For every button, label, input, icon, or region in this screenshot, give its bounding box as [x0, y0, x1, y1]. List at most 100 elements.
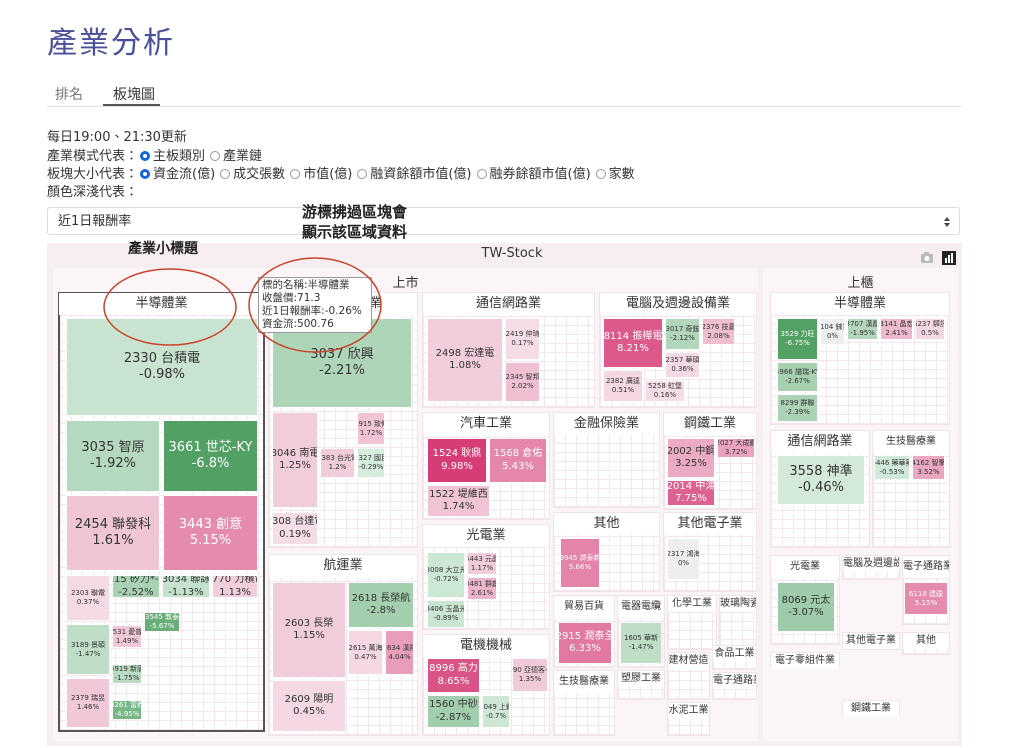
plotly-icon[interactable]	[942, 251, 956, 265]
stock-tile[interactable]: 3035 智原 -1.92%	[66, 420, 160, 492]
stock-tile[interactable]: 6531 愛普*1.49%	[112, 625, 142, 648]
stock-tile[interactable]: 2618 長榮航 -2.8%	[348, 582, 414, 628]
stock-return: 2.61%	[470, 588, 494, 597]
stock-tile[interactable]: 3141 晶宏 2.41%	[880, 318, 913, 340]
radio-button[interactable]	[595, 169, 606, 179]
stock-tile[interactable]: 8046 南電 1.25%	[272, 412, 318, 508]
stock-name: 8299 群聯	[780, 399, 815, 408]
color-select[interactable]: 近1日報酬率	[47, 207, 960, 235]
stock-tile[interactable]: 3034 聯詠 -1.13%	[162, 575, 210, 598]
stock-tile[interactable]: 2357 華碩 0.36%	[665, 352, 700, 378]
stock-tile[interactable]: 2603 長榮 1.15%	[272, 582, 346, 678]
stock-tile[interactable]: 2609 陽明 0.45%	[272, 680, 346, 732]
stock-tile[interactable]: 4915 致伸1.72%	[357, 412, 385, 445]
stock-tile[interactable]: 9945 潤泰新 5.66%	[560, 538, 600, 588]
radio-button[interactable]	[476, 169, 487, 179]
stock-tile[interactable]: 2379 瑞昱 1.46%	[66, 678, 110, 728]
stock-tile[interactable]: 3406 玉晶光 -0.89%	[427, 600, 465, 628]
stock-tile[interactable]: 2915 潤泰全 6.33%	[558, 622, 612, 664]
stock-tile[interactable]: 2634 漢翔4.04%	[385, 630, 414, 675]
stock-name: 6531 愛普*	[112, 627, 142, 636]
stock-tile[interactable]: 1522 堤維西 1.74%	[427, 485, 490, 517]
stock-tile[interactable]: 6770 力積電1.13%	[212, 575, 258, 598]
stock-tile[interactable]: 1568 倉佑 5.43%	[489, 438, 547, 483]
radio-button[interactable]	[140, 151, 151, 161]
stock-name: 1590 亞德客-KY	[512, 666, 548, 675]
stock-tile[interactable]: 3558 神準 -0.46%	[777, 455, 865, 505]
radio-button[interactable]	[210, 151, 221, 161]
stock-tile[interactable]: 2303 聯電 0.37%	[66, 575, 110, 621]
radio-label[interactable]: 融資餘額市值(億)	[370, 167, 472, 182]
radio-label[interactable]: 主板類別	[153, 149, 206, 164]
stock-tile[interactable]: 4162 智擎 3.52%	[912, 455, 945, 480]
stock-tile[interactable]: 2376 技嘉 2.08%	[702, 318, 735, 345]
stock-tile[interactable]: 3443 創意 5.15%	[163, 495, 258, 571]
stock-tile[interactable]: 8114 振樺電 8.21%	[603, 318, 663, 368]
radio-label[interactable]: 產業鏈	[223, 149, 263, 164]
stock-tile[interactable]: 2454 聯發科 1.61%	[66, 495, 160, 571]
tooltip-line: 近1日報酬率:-0.26%	[262, 305, 362, 317]
stock-tile[interactable]: 6118 建達 5.15%	[904, 582, 948, 615]
radio-label[interactable]: 融券餘額市值(億)	[489, 167, 591, 182]
stock-tile[interactable]: 2330 台積電 -0.98%	[66, 318, 258, 416]
stock-tile[interactable]: 2002 中鋼 3.25%	[667, 438, 715, 478]
tab[interactable]: 排名	[55, 87, 83, 103]
stock-tile[interactable]: 2308 台達電0.19%	[272, 512, 318, 545]
radio-button[interactable]	[357, 169, 368, 179]
radio-label[interactable]: 資金流(億)	[153, 167, 216, 182]
stock-tile[interactable]: 3017 奇鋐 -2.12%	[665, 318, 700, 350]
stock-tile[interactable]: 2014 中鴻 7.75%	[667, 480, 715, 506]
radio-button[interactable]	[290, 169, 301, 179]
stock-tile[interactable]: 3008 大立光 -0.72%	[427, 552, 465, 598]
camera-icon[interactable]	[921, 252, 933, 263]
stock-tile[interactable]: 8069 元太 -3.07%	[777, 582, 835, 632]
radio-label[interactable]: 成交張數	[233, 167, 286, 182]
stock-name: 5258 虹堡	[647, 382, 683, 391]
stock-tile[interactable]: 3189 景碩 -1.47%	[66, 624, 110, 675]
stock-tile[interactable]: 8104 錸寶0%	[820, 318, 845, 345]
stock-tile[interactable]: 6415 矽力*-KY-2.52%	[112, 575, 160, 598]
stock-tile[interactable]: 1605 華新 -1.47%	[620, 622, 662, 664]
stock-name: 2379 瑞昱	[70, 694, 106, 703]
tab[interactable]: 板塊圖	[113, 87, 155, 103]
stock-tile[interactable]: 2615 萬海 0.47%	[348, 630, 383, 675]
stock-tile[interactable]: 3481 群創2.61%	[467, 577, 497, 600]
stock-return: 5.15%	[189, 533, 232, 548]
stock-tile[interactable]: 2382 廣達 0.51%	[603, 370, 643, 402]
radio-button[interactable]	[140, 169, 151, 179]
stock-tile[interactable]: 8261 富鼎-4.95%	[112, 700, 142, 720]
stock-tile[interactable]: 2317 鴻海 0%	[667, 538, 700, 580]
stock-name: 4919 新唐	[113, 665, 141, 674]
stock-tile[interactable]: 6446 藥華藥-0.53%	[874, 455, 910, 480]
stock-tile[interactable]: 2498 宏達電 1.08%	[427, 318, 503, 402]
radio-label[interactable]: 家數	[608, 167, 635, 182]
stock-tile[interactable]: 2419 仲琦 0.17%	[505, 318, 540, 360]
stock-tile[interactable]: 4966 譜瑞-KY -2.67%	[777, 362, 818, 392]
stock-tile[interactable]: 2049 上銀-0.7%	[482, 695, 510, 728]
stock-tile[interactable]: 2383 台光電1.2%	[320, 448, 355, 478]
stock-tile[interactable]: 3529 力旺 -6.75%	[777, 318, 818, 360]
stock-tile[interactable]: 3545 敦泰 -5.67%	[144, 612, 180, 632]
stock-tile[interactable]: 6443 元晶1.17%	[467, 552, 497, 575]
stock-return: 1.61%	[92, 533, 134, 548]
stock-name: 6770 力積電	[212, 575, 257, 585]
stock-tile[interactable]: 2327 國巨-0.29%	[357, 448, 385, 478]
stock-tile[interactable]: 1560 中砂 -2.87%	[427, 695, 480, 728]
radio-button[interactable]	[220, 169, 231, 179]
stock-tile[interactable]: 1590 亞德客-KY1.35%	[512, 658, 548, 692]
stock-tile[interactable]: 2027 大成鋼 3.72%	[717, 438, 755, 458]
stock-tile[interactable]: 8299 群聯 -2.39%	[777, 394, 818, 422]
radio-label[interactable]: 市值(億)	[303, 167, 353, 182]
sector-title: 生技醫療業	[873, 431, 949, 453]
stock-tile[interactable]: 6237 驊訊0.5%	[915, 318, 945, 340]
stock-tile[interactable]: 4919 新唐-1.75%	[112, 664, 142, 684]
page-title: 產業分析	[47, 26, 175, 61]
stock-tile[interactable]: 8996 高力 8.65%	[427, 658, 480, 693]
stock-tile[interactable]: 5258 虹堡 0.16%	[645, 380, 685, 402]
sector-title: 電器電纜	[618, 596, 664, 618]
stock-tile[interactable]: 3661 世芯-KY -6.8%	[163, 420, 258, 492]
stock-return: 1.72%	[359, 428, 383, 437]
stock-tile[interactable]: 1524 耿鼎 9.98%	[427, 438, 487, 483]
stock-tile[interactable]: 3707 漢磊 -1.95%	[847, 318, 878, 340]
stock-tile[interactable]: 2345 智邦 2.02%	[505, 362, 540, 402]
